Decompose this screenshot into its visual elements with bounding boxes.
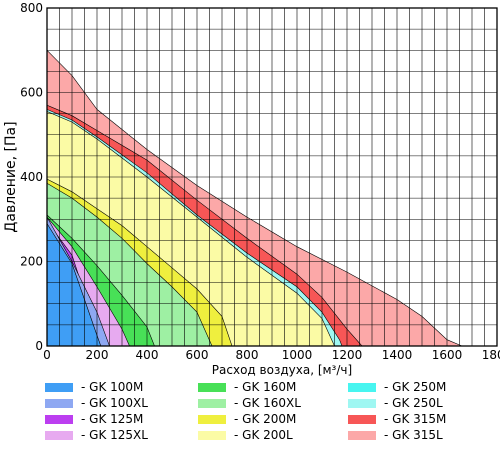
legend-item: - GK 315M (348, 412, 446, 426)
legend-label: - GK 125XL (81, 428, 148, 442)
legend-label: - GK 200M (234, 412, 297, 426)
legend-item: - GK 125XL (45, 428, 148, 442)
grid-layer (47, 8, 497, 346)
legend-swatch (348, 398, 376, 408)
y-tick-label: 0 (35, 339, 43, 353)
legend-swatch (198, 382, 226, 392)
legend-item: - GK 250L (348, 396, 443, 410)
tick-layer: 0 200 400 600 800 1000 1200 1400 1600 1800 0 200 400… (20, 1, 500, 362)
legend-label: - GK 160M (234, 380, 297, 394)
legend-item: - GK 160XL (198, 396, 301, 410)
y-tick-label: 400 (20, 170, 43, 184)
x-tick-label: 0 (43, 348, 51, 362)
legend-swatch (45, 382, 73, 392)
x-tick-label: 1400 (382, 348, 413, 362)
y-tick-label: 800 (20, 1, 43, 15)
legend-swatch (45, 430, 73, 440)
x-tick-label: 1200 (332, 348, 363, 362)
x-tick-label: 600 (186, 348, 209, 362)
legend-item: - GK 200L (198, 428, 293, 442)
y-tick-label: 600 (20, 86, 43, 100)
legend-swatch (348, 382, 376, 392)
legend-label: - GK 250L (384, 396, 443, 410)
legend-label: - GK 100XL (81, 396, 148, 410)
legend-label: - GK 125M (81, 412, 144, 426)
legend-item: - GK 160M (198, 380, 296, 394)
legend-swatch (198, 430, 226, 440)
x-tick-label: 200 (86, 348, 109, 362)
legend-swatch (45, 398, 73, 408)
x-axis-label: Расход воздуха, [м³/ч] (212, 363, 352, 377)
y-tick-label: 200 (20, 255, 43, 269)
legend-swatch (348, 414, 376, 424)
legend-swatch (198, 398, 226, 408)
x-tick-label: 800 (236, 348, 259, 362)
legend-swatch (198, 414, 226, 424)
legend-label: - GK 315L (384, 428, 443, 442)
legend-item: - GK 315L (348, 428, 443, 442)
series-layer (46, 49, 463, 347)
legend-item: - GK 100XL (45, 396, 148, 410)
plot-frame (46, 7, 498, 347)
legend-item: - GK 250M (348, 380, 446, 394)
legend-label: - GK 100M (81, 380, 144, 394)
y-axis-label: Давление, [Па] (3, 121, 19, 232)
legend-swatch (45, 414, 73, 424)
legend-item: - GK 125M (45, 412, 143, 426)
x-tick-label: 1800 (482, 348, 500, 362)
legend-label: - GK 315M (384, 412, 447, 426)
legend-label: - GK 250M (384, 380, 447, 394)
legend-swatch (348, 430, 376, 440)
legend-label: - GK 200L (234, 428, 293, 442)
legend-item: - GK 100M (45, 380, 143, 394)
legend-label: - GK 160XL (234, 396, 301, 410)
x-tick-label: 1000 (282, 348, 313, 362)
x-tick-label: 1600 (432, 348, 463, 362)
legend-item: - GK 200M (198, 412, 296, 426)
x-tick-label: 400 (136, 348, 159, 362)
